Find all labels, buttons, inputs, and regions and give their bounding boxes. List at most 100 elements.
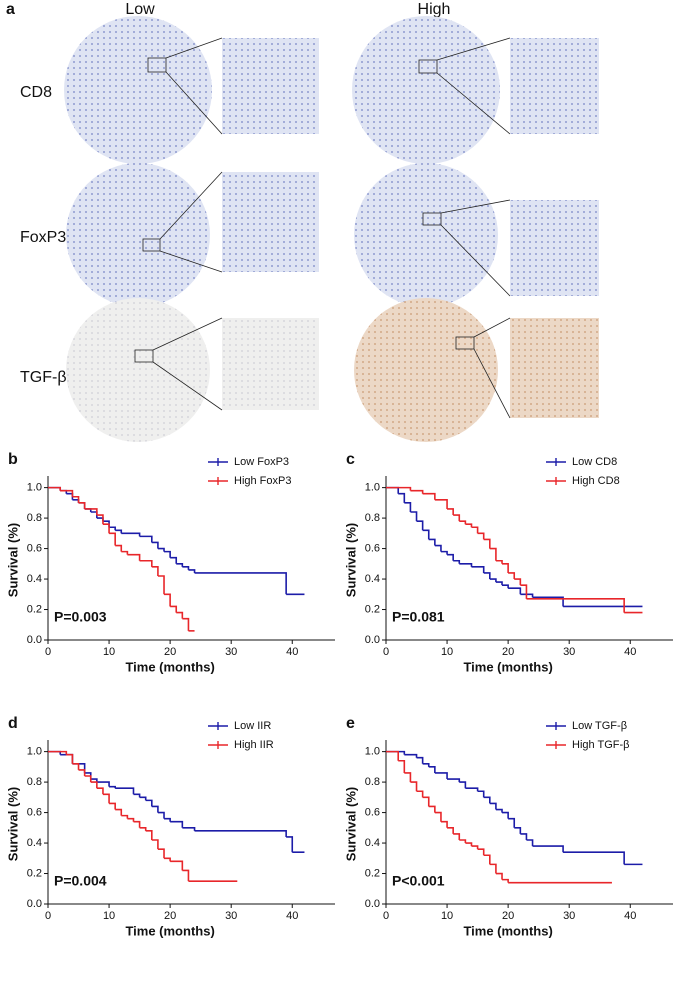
survival-step (495, 581, 503, 586)
x-tick-label: 0 (383, 910, 389, 922)
survival-step (127, 553, 141, 561)
survival-step (422, 492, 436, 500)
survival-step (90, 778, 98, 783)
survival-step (286, 836, 294, 853)
survival-step (164, 857, 171, 862)
survival-step (520, 593, 534, 598)
survival-step (471, 526, 479, 534)
survival-step (398, 492, 406, 503)
survival-step (96, 787, 104, 795)
survival-step (164, 550, 171, 558)
survival-step (78, 502, 86, 509)
survival-step (428, 538, 436, 546)
survival-step (483, 796, 491, 804)
survival-step (72, 499, 80, 503)
y-tick-label: 1.0 (365, 746, 380, 758)
y-tick-label: 0.6 (27, 806, 42, 818)
survival-step (170, 860, 184, 871)
p-value: P<0.001 (392, 873, 445, 889)
survival-step (502, 563, 509, 573)
survival-step (96, 517, 104, 522)
tissue-images (64, 16, 599, 442)
survival-step (102, 793, 110, 804)
survival-step (422, 529, 430, 540)
survival-step (526, 598, 625, 613)
x-tick-label: 0 (45, 646, 51, 658)
survival-step (109, 802, 116, 810)
survival-step (194, 572, 287, 595)
panel-label: d (8, 715, 18, 732)
survival-step (440, 550, 448, 555)
y-axis-label: Survival (%) (343, 523, 358, 597)
y-tick-label: 0.6 (365, 542, 380, 554)
survival-step (133, 820, 141, 828)
survival-step (495, 872, 503, 880)
survival-step (176, 611, 184, 619)
survival-step (532, 596, 564, 607)
survival-step (459, 839, 467, 844)
x-tick-label: 10 (103, 910, 115, 922)
p-value: P=0.003 (54, 609, 107, 625)
x-tick-label: 20 (502, 910, 514, 922)
p-value: P=0.004 (54, 873, 107, 889)
p-value: P=0.081 (392, 609, 445, 625)
survival-step (60, 753, 74, 764)
survival-step (471, 566, 485, 573)
column-label: Low (125, 1, 155, 18)
y-tick-label: 0.0 (27, 634, 42, 646)
survival-step (109, 532, 116, 546)
survival-step (66, 492, 74, 500)
survival-step (520, 584, 528, 599)
survival-step (422, 763, 430, 767)
survival-step (453, 833, 461, 840)
survival-step (459, 563, 473, 567)
x-tick-label: 40 (624, 646, 636, 658)
survival-step (115, 787, 135, 795)
y-tick-label: 0.0 (365, 898, 380, 910)
survival-step (139, 827, 147, 831)
x-tick-label: 30 (225, 646, 237, 658)
survival-step (483, 572, 491, 580)
survival-step (459, 520, 467, 525)
column-label: High (418, 1, 451, 18)
survival-step (514, 827, 522, 834)
y-tick-label: 0.6 (27, 542, 42, 554)
survival-step (526, 839, 534, 847)
survival-step (483, 538, 491, 549)
survival-step (508, 587, 522, 595)
survival-step (170, 820, 184, 828)
survival-step (157, 575, 165, 595)
panel-label: b (8, 451, 18, 468)
survival-step (151, 541, 159, 549)
y-tick-label: 0.2 (27, 867, 42, 879)
survival-step (532, 845, 564, 853)
survival-step (133, 793, 141, 798)
survival-step (139, 796, 147, 801)
survival-step (102, 523, 110, 534)
survival-step (410, 511, 418, 522)
survival-step (508, 817, 516, 828)
survival-step (398, 759, 406, 773)
survival-step (157, 848, 165, 859)
survival-step (115, 529, 123, 534)
survival-step (115, 808, 123, 816)
survival-step (127, 817, 135, 822)
survival-step (90, 781, 98, 789)
y-tick-label: 0.8 (365, 776, 380, 788)
panel-label: a (6, 1, 15, 18)
x-tick-label: 0 (45, 910, 51, 922)
survival-step (447, 553, 454, 561)
survival-step (121, 532, 141, 537)
survival-step (495, 559, 503, 564)
survival-step (151, 805, 159, 813)
survival-step (447, 778, 461, 783)
survival-step (434, 544, 442, 552)
x-tick-label: 20 (164, 910, 176, 922)
survival-step (194, 830, 287, 837)
x-axis-label: Time (months) (463, 659, 552, 674)
survival-step (477, 848, 485, 856)
y-tick-label: 0.2 (365, 603, 380, 615)
survival-step (66, 753, 74, 764)
survival-step (182, 566, 190, 570)
x-axis-label: Time (months) (463, 923, 552, 938)
